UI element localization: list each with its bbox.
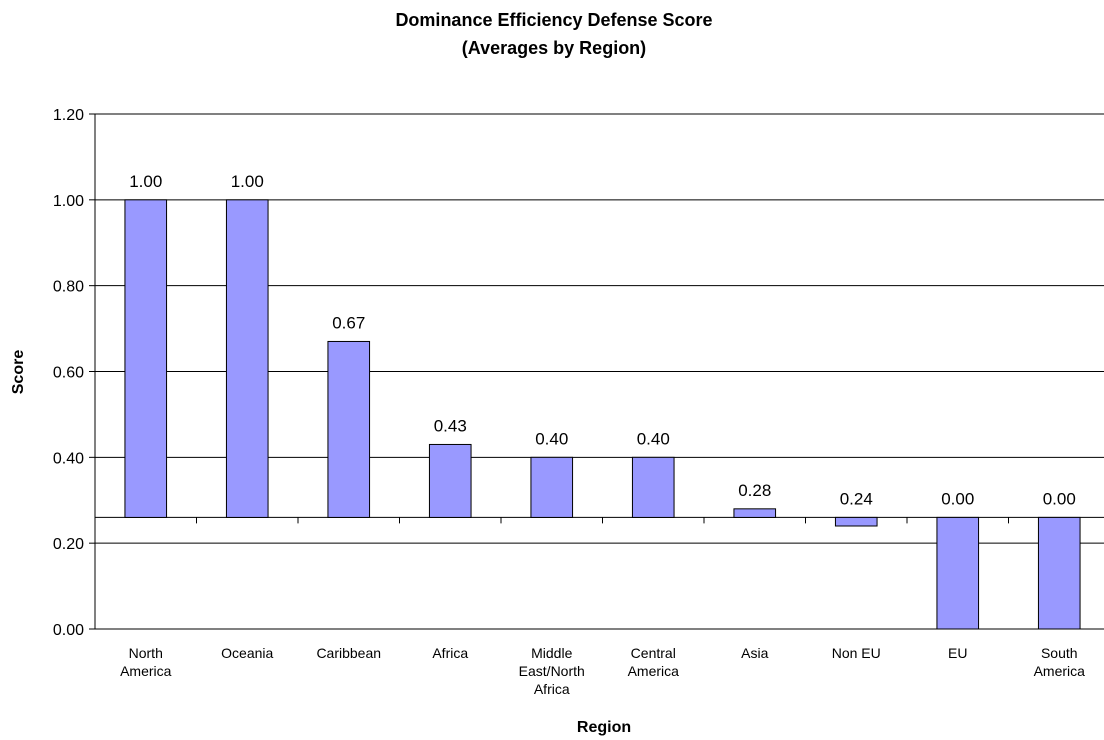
y-tick-label: 0.20 [53, 536, 84, 553]
bar [124, 199, 168, 518]
y-tick-label: 0.40 [53, 450, 84, 467]
bar [225, 199, 269, 518]
y-tick-label: 1.20 [53, 107, 84, 124]
data-label: 0.43 [434, 416, 467, 435]
bar [834, 516, 878, 527]
y-tick-label: 0.00 [53, 622, 84, 639]
x-tick-label: Non EU [832, 645, 881, 661]
y-tick-label: 0.60 [53, 365, 84, 382]
bar [428, 443, 472, 518]
plot-area: 0.00 0.20 0.40 0.60 0.80 1.00 1.20 1.00 North Ame… [53, 107, 1104, 697]
chart-title: Dominance Efficiency Defense Score [395, 10, 712, 30]
data-label: 0.00 [1043, 489, 1076, 508]
x-tick-label: Oceania [221, 645, 273, 661]
data-label: 0.24 [840, 489, 873, 508]
x-tick-label: Africa [432, 645, 468, 661]
chart-subtitle: (Averages by Region) [462, 38, 646, 58]
bar [1037, 516, 1081, 630]
data-label: 1.00 [231, 172, 264, 191]
data-label: 0.00 [941, 489, 974, 508]
data-label: 0.40 [637, 429, 670, 448]
bar [733, 508, 777, 518]
bar [631, 456, 675, 518]
data-label: 0.40 [535, 429, 568, 448]
data-label: 0.28 [738, 481, 771, 500]
x-tick-label: Asia [741, 645, 768, 661]
y-tick-label: 1.00 [53, 193, 84, 210]
bar [327, 340, 371, 518]
x-tick-label: EU [948, 645, 967, 661]
y-tick-label: 0.80 [53, 279, 84, 296]
y-axis-title: Score [10, 350, 27, 395]
bar [530, 456, 574, 518]
x-axis-title: Region [577, 719, 631, 736]
x-tick-label: Central America [628, 645, 680, 679]
bar [936, 516, 980, 630]
data-label: 0.67 [332, 313, 365, 332]
x-tick-label: North America [120, 645, 172, 679]
x-tick-label: South America [1034, 645, 1086, 679]
data-label: 1.00 [129, 172, 162, 191]
x-tick-label: Caribbean [316, 645, 381, 661]
x-tick-label: Middle East/North Africa [519, 645, 585, 697]
